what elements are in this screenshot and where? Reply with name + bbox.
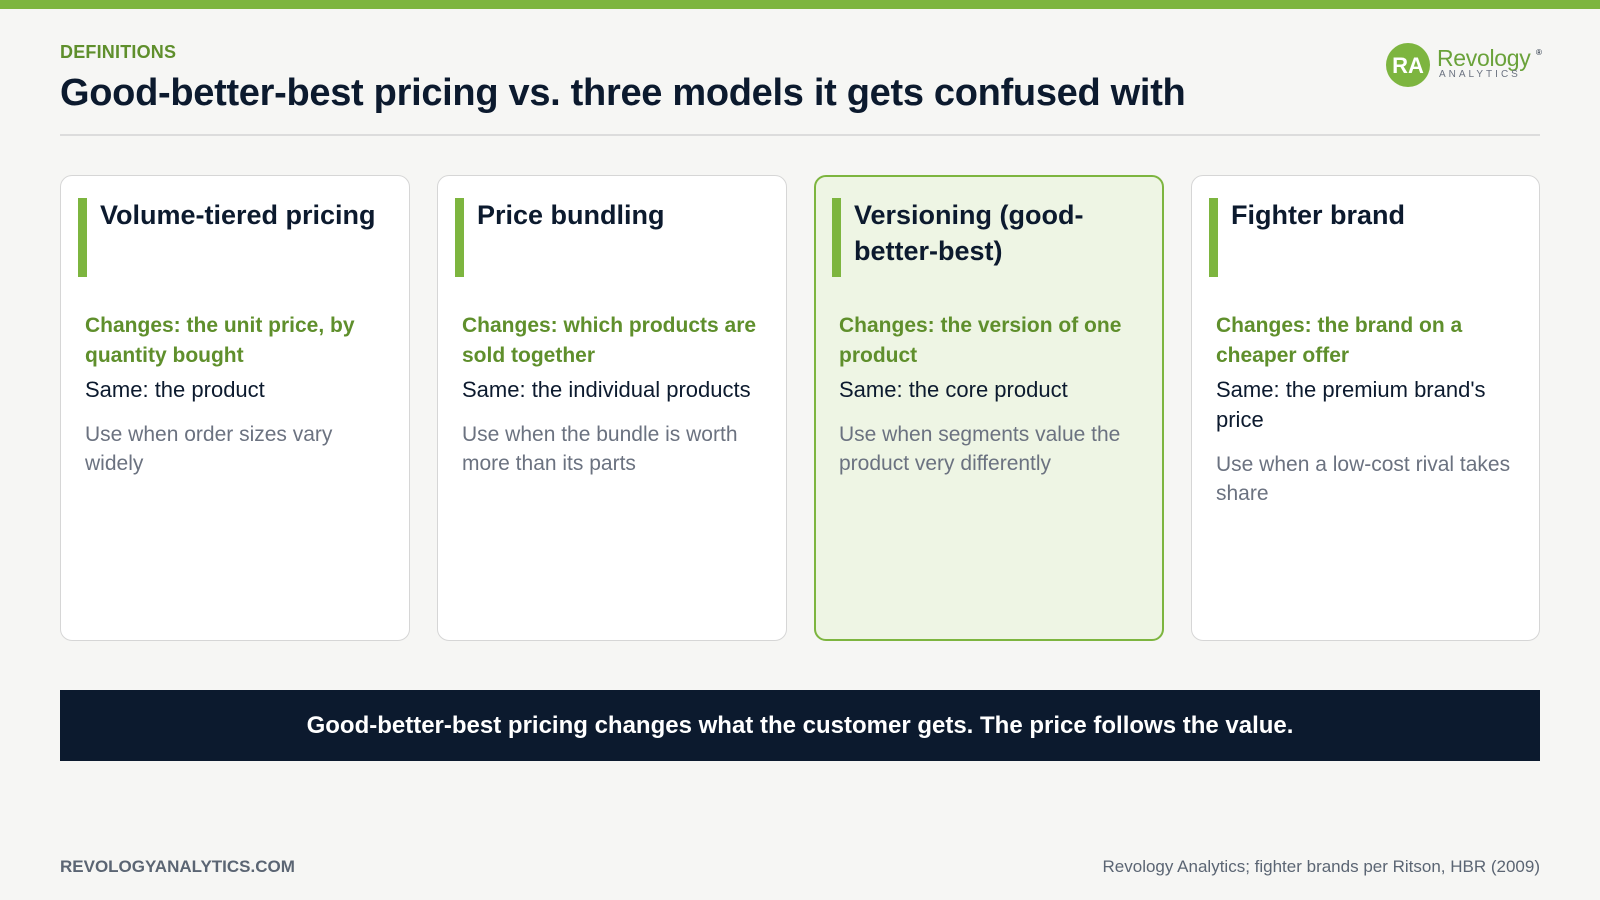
card-changes-text: Changes: which products are sold togethe… [462,314,757,367]
company-logo: RA Revology ® ANALYTICS [1385,42,1542,90]
card-title: Price bundling [477,200,665,230]
card-title: Versioning (good-better-best) [854,200,1084,266]
card-same-text: Same: the core product [839,377,1068,402]
card-use-when-text: Use when order sizes vary widely [85,423,333,475]
card-price-bundling: Price bundling Changes: which products a… [437,175,787,641]
footer-source-note: Revology Analytics; fighter brands per R… [1102,857,1540,876]
card-same-text: Same: the individual products [462,377,751,402]
card-use-when-text: Use when a low-cost rival takes share [1216,453,1511,505]
takeaway-banner: Good-better-best pricing changes what th… [60,690,1540,761]
logo-registered-mark: ® [1536,48,1542,57]
card-versioning-highlighted: Versioning (good-better-best) Changes: t… [814,175,1164,641]
card-accent-bar [1209,198,1218,277]
header-divider [60,134,1540,136]
footer-website: REVOLOGYANALYTICS.COM [60,857,295,876]
card-volume-tiered-pricing: Volume-tiered pricing Changes: the unit … [60,175,410,641]
section-eyebrow: DEFINITIONS [60,42,177,62]
logo-subtitle: ANALYTICS [1439,69,1521,80]
comparison-cards: Volume-tiered pricing Changes: the unit … [60,175,1540,641]
card-title: Volume-tiered pricing [100,200,376,230]
card-changes-text: Changes: the version of one product [839,314,1122,367]
card-accent-bar [78,198,87,277]
card-use-when-text: Use when the bundle is worth more than i… [462,423,738,475]
card-accent-bar [832,198,841,277]
logo-initials: RA [1392,53,1424,78]
card-use-when-text: Use when segments value the product very… [839,423,1121,475]
card-changes-text: Changes: the brand on a cheaper offer [1216,314,1463,367]
card-title: Fighter brand [1231,200,1405,230]
takeaway-text: Good-better-best pricing changes what th… [306,711,1294,739]
card-fighter-brand: Fighter brand Changes: the brand on a ch… [1191,175,1540,641]
top-accent-bar [0,0,1600,9]
logo-wordmark: Revology [1437,45,1531,71]
card-same-text: Same: the product [85,377,265,402]
page-title: Good-better-best pricing vs. three model… [60,72,1186,114]
card-changes-text: Changes: the unit price, by quantity bou… [85,314,355,367]
card-same-text: Same: the premium brand's price [1216,377,1486,432]
card-accent-bar [455,198,464,277]
logo-mark-icon: RA [1386,43,1430,87]
